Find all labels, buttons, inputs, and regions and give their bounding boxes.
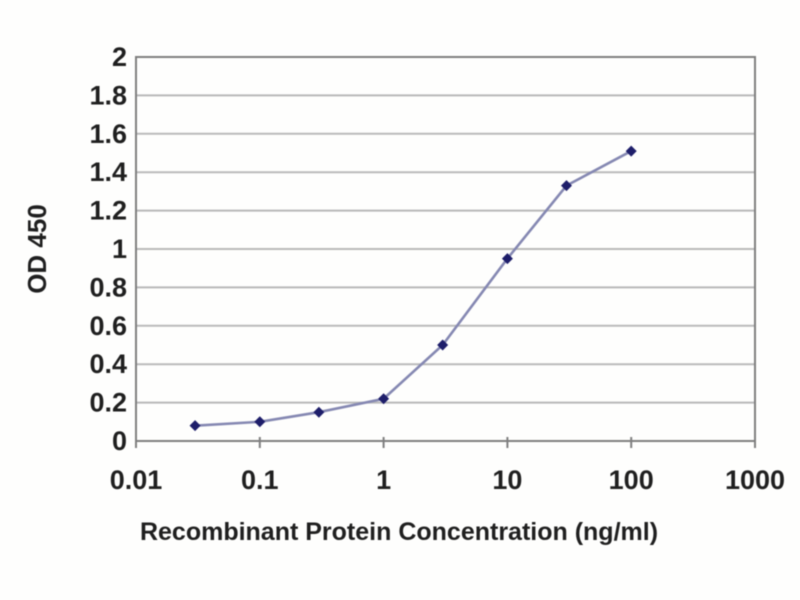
data-point-marker [437,339,449,351]
x-axis-tick-label: 1 [376,465,391,495]
y-axis-tick-label: 1.8 [89,80,127,110]
y-axis-tick-label: 1 [112,234,127,264]
data-point-marker [501,253,513,265]
y-axis-tick-label: 2 [112,42,127,72]
series-line [194,149,632,427]
data-point-marker [560,180,572,192]
plot-border [135,56,756,442]
data-point-marker [189,420,201,432]
x-axis-tick-label: 0.1 [241,465,279,495]
y-axis-tick-label: 0.2 [89,388,127,418]
y-axis-tick-label: 0.8 [89,272,127,302]
y-axis-tick-label: 0 [112,426,127,456]
x-axis-tick-labels: 0.01 0.1 1 10 100 1000 [110,465,785,495]
y-axis-title: OD 450 [22,204,52,294]
y-axis-tick-label: 1.6 [89,119,127,149]
y-axis-tick-label: 0.6 [89,311,127,341]
y-axis-tick-labels: 0 0.2 0.4 0.6 0.8 1 1.2 1.4 1.6 1.8 2 [89,42,127,456]
data-point-marker [378,393,390,405]
y-axis-tick-label: 1.4 [89,157,127,187]
x-axis-tick-label: 0.01 [110,465,163,495]
x-axis-tick-label: 100 [609,465,654,495]
data-point-marker [313,406,325,418]
x-axis-tick-label: 10 [492,465,522,495]
data-point-markers [189,145,637,432]
data-point-marker [254,416,266,428]
x-axis-ticks [135,437,756,448]
gridlines [136,56,755,442]
y-axis-tick-label: 1.2 [89,196,127,226]
data-point-marker [625,145,637,157]
y-axis-tick-label: 0.4 [89,349,127,379]
x-axis-title: Recombinant Protein Concentration (ng/ml… [140,518,658,546]
x-axis-tick-label: 1000 [725,465,785,495]
